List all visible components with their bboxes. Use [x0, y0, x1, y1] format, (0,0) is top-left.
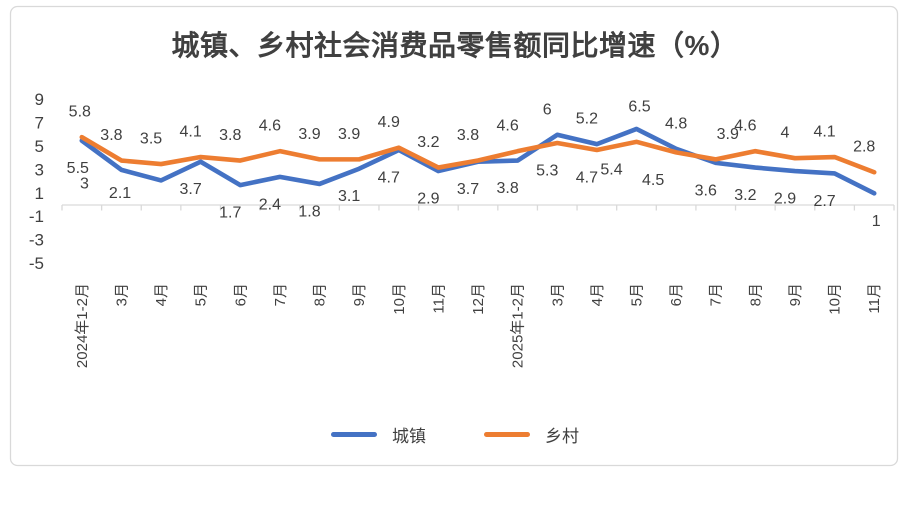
urban-data-label: 3.1: [338, 188, 360, 205]
x-axis-category-label: 4月: [589, 283, 606, 306]
rural-line-swatch: [484, 431, 530, 437]
urban-data-label: 6.5: [628, 98, 650, 115]
chart-border: [9, 5, 899, 467]
urban-line-swatch: [331, 431, 377, 437]
legend-item-urban: 城镇: [331, 422, 426, 447]
urban-data-label: 3.6: [695, 182, 717, 199]
urban-data-label: 4.7: [378, 170, 400, 187]
rural-data-label: 4.1: [180, 124, 202, 141]
rural-data-label: 3.9: [717, 126, 739, 143]
legend-label-rural: 乡村: [545, 426, 579, 446]
urban-data-label: 2.1: [109, 185, 131, 202]
rural-data-label: 4.6: [259, 118, 281, 135]
rural-data-label: 4.5: [642, 172, 664, 189]
rural-data-label: 5.8: [69, 104, 91, 121]
rural-data-label: 3.9: [338, 126, 360, 143]
x-axis-category-label: 11月: [430, 283, 447, 314]
urban-data-label: 1.8: [298, 203, 320, 220]
chart-title: 城镇、乡村社会消费品零售额同比增速（%）: [171, 30, 739, 61]
x-axis-category-label: 8月: [312, 283, 329, 306]
urban-data-label: 3.2: [734, 187, 756, 204]
rural-data-label: 3.2: [417, 134, 439, 151]
rural-data-label: 3.5: [140, 131, 162, 148]
x-axis-category-label: 5月: [628, 283, 645, 306]
rural-data-label: 4.6: [734, 118, 756, 135]
x-axis-category-label: 12月: [470, 283, 487, 315]
x-axis-category-label: 2024年1-2月: [74, 283, 91, 368]
rural-data-label: 3.8: [457, 127, 479, 144]
y-axis-tick-label: -1: [29, 207, 44, 226]
rural-data-label: 5.3: [536, 162, 558, 179]
x-axis-category-label: 9月: [787, 283, 804, 306]
rural-data-label: 3.9: [298, 126, 320, 143]
x-axis-category-label: 8月: [747, 283, 764, 306]
x-axis-category-label: 11月: [866, 283, 883, 314]
urban-data-label: 5.5: [67, 160, 89, 177]
rural-data-label: 3.8: [219, 127, 241, 144]
y-axis-tick-label: 7: [35, 114, 44, 133]
y-axis-tick-label: -5: [29, 254, 44, 273]
urban-data-label: 4.8: [665, 115, 687, 132]
urban-data-label: 6: [543, 101, 552, 118]
urban-data-label: 1: [872, 213, 881, 230]
rural-data-label: 3.8: [100, 127, 122, 144]
x-axis-category-label: 10月: [827, 283, 844, 315]
rural-data-label: 4.7: [576, 170, 598, 187]
x-axis-category-label: 9月: [351, 283, 368, 306]
urban-data-label: 2.7: [813, 193, 835, 210]
urban-data-label: 3.7: [457, 181, 479, 198]
urban-data-label: 1.7: [219, 205, 241, 222]
urban-data-label: 3.7: [180, 181, 202, 198]
chart-legend: 城镇 乡村: [0, 420, 910, 448]
x-axis-category-label: 7月: [708, 283, 725, 306]
legend-item-rural: 乡村: [484, 422, 579, 447]
y-axis-tick-label: 5: [35, 137, 44, 156]
rural-data-label: 5.4: [600, 161, 622, 178]
urban-data-label: 2.4: [259, 196, 281, 213]
y-axis-tick-label: 3: [35, 160, 44, 179]
x-axis-category-label: 7月: [272, 283, 289, 306]
x-axis-category-label: 3月: [113, 283, 130, 306]
rural-data-label: 4.6: [497, 118, 519, 135]
urban-data-label: 2.9: [774, 191, 796, 208]
x-axis-category-label: 5月: [193, 283, 210, 306]
x-axis-category-label: 6月: [232, 283, 249, 306]
x-axis-category-label: 10月: [391, 283, 408, 315]
rural-data-label: 2.8: [853, 139, 875, 156]
y-axis-tick-label: -3: [29, 231, 44, 250]
rural-data-label: 4: [781, 125, 790, 142]
urban-data-label: 3.8: [497, 180, 519, 197]
x-axis-category-label: 2025年1-2月: [510, 283, 527, 368]
urban-data-label: 5.2: [576, 111, 598, 128]
x-axis-category-label: 4月: [153, 283, 170, 306]
rural-data-label: 4.1: [813, 124, 835, 141]
y-axis-tick-label: 9: [35, 90, 44, 109]
rural-series-line: [79, 134, 877, 175]
urban-data-label: 2.9: [417, 191, 439, 208]
x-axis-category-label: 6月: [668, 283, 685, 306]
x-axis-category-label: 3月: [549, 283, 566, 306]
y-axis-tick-label: 1: [35, 184, 44, 203]
urban-data-label: 3: [80, 175, 89, 192]
legend-label-urban: 城镇: [392, 426, 426, 446]
rural-data-label: 4.9: [378, 114, 400, 131]
